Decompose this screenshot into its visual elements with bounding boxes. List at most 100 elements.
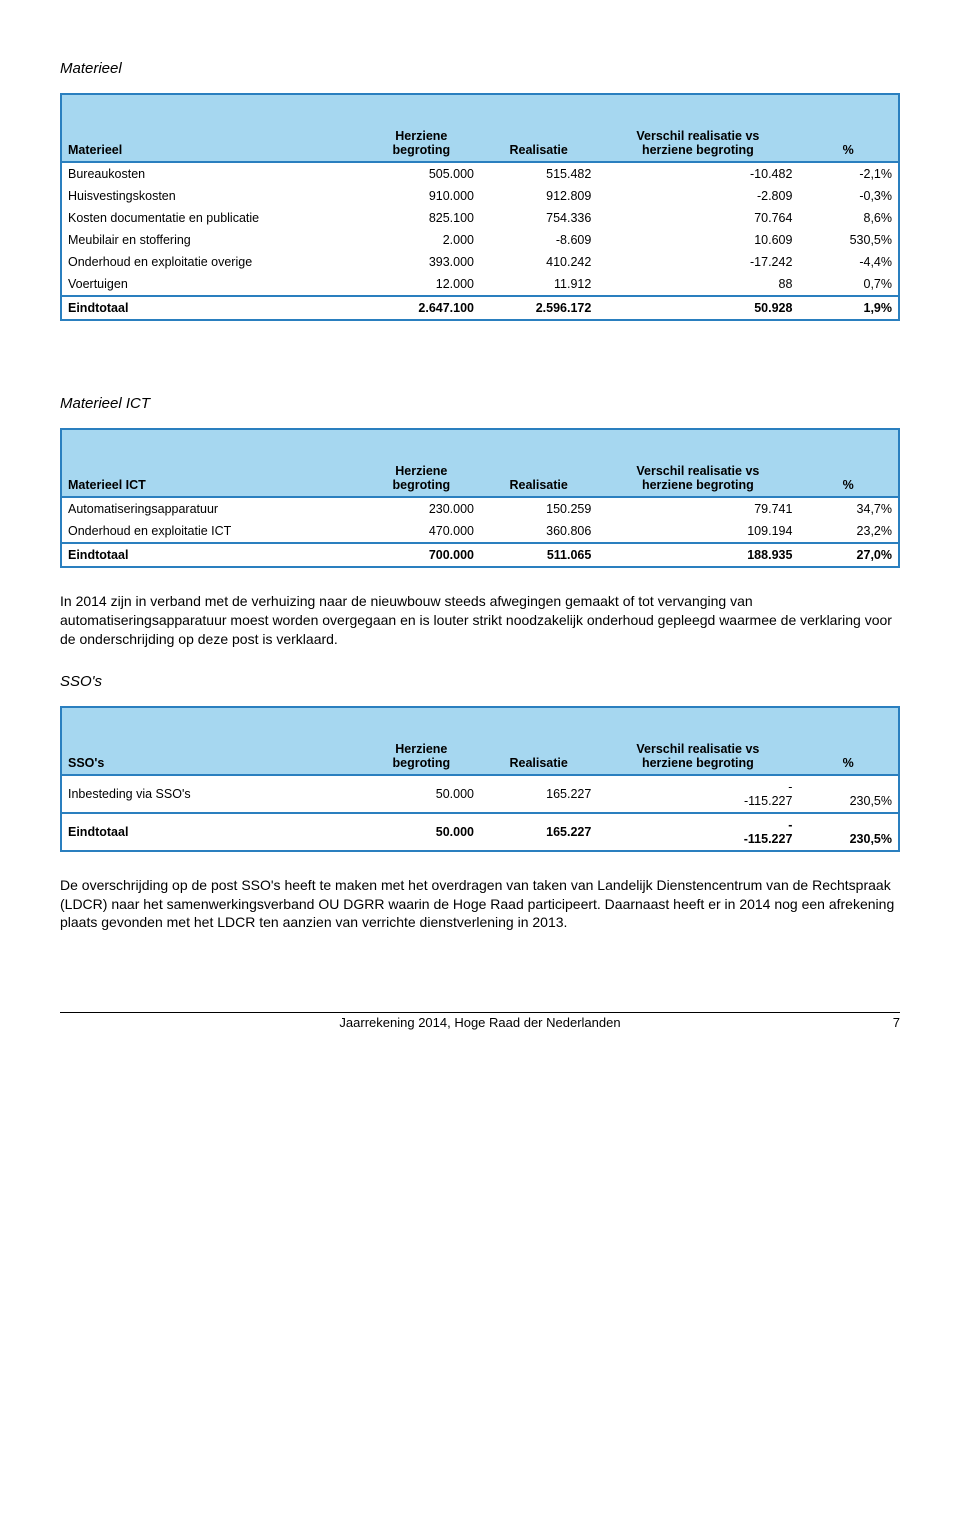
cell-label: Bureaukosten — [61, 162, 363, 185]
cell-diff: 70.764 — [597, 207, 798, 229]
col-realisatie: Realisatie — [480, 707, 597, 775]
section-title-materieel: Materieel — [60, 60, 900, 77]
col-diff-l2: herziene begroting — [642, 478, 754, 492]
paragraph-sso: De overschrijding op de post SSO's heeft… — [60, 876, 900, 933]
col-label: SSO's — [61, 707, 363, 775]
col-hb: Herziene begroting — [363, 707, 480, 775]
cell-pct: -4,4% — [798, 251, 899, 273]
cell-pct: 230,5% — [798, 775, 899, 813]
table-sso: SSO's Herziene begroting Realisatie Vers… — [60, 706, 900, 852]
cell-hb: 700.000 — [363, 543, 480, 567]
cell-re: 754.336 — [480, 207, 597, 229]
cell-re: 11.912 — [480, 273, 597, 296]
cell-label: Meubilair en stoffering — [61, 229, 363, 251]
page-number: 7 — [893, 1015, 900, 1030]
diff-value: -115.227 — [744, 794, 792, 808]
cell-diff: - -115.227 — [597, 813, 798, 851]
cell-hb: 12.000 — [363, 273, 480, 296]
cell-pct: 27,0% — [798, 543, 899, 567]
cell-label: Kosten documentatie en publicatie — [61, 207, 363, 229]
col-pct: % — [798, 94, 899, 162]
page-footer: Jaarrekening 2014, Hoge Raad der Nederla… — [60, 1012, 900, 1030]
table-row: Bureaukosten 505.000 515.482 -10.482 -2,… — [61, 162, 899, 185]
col-diff: Verschil realisatie vs herziene begrotin… — [597, 429, 798, 497]
footer-text: Jaarrekening 2014, Hoge Raad der Nederla… — [339, 1015, 620, 1030]
table-row-total: Eindtotaal 50.000 165.227 - -115.227 230… — [61, 813, 899, 851]
cell-pct: 230,5% — [798, 813, 899, 851]
col-realisatie: Realisatie — [480, 429, 597, 497]
cell-pct: 530,5% — [798, 229, 899, 251]
cell-pct: 23,2% — [798, 520, 899, 543]
cell-label: Eindtotaal — [61, 296, 363, 320]
col-hb-l2: begroting — [393, 143, 451, 157]
cell-diff: - -115.227 — [597, 775, 798, 813]
cell-hb: 505.000 — [363, 162, 480, 185]
cell-diff: 50.928 — [597, 296, 798, 320]
cell-diff: 188.935 — [597, 543, 798, 567]
col-hb-l2: begroting — [393, 756, 451, 770]
cell-pct: 34,7% — [798, 497, 899, 520]
col-diff-l1: Verschil realisatie vs — [636, 464, 759, 478]
cell-re: 515.482 — [480, 162, 597, 185]
cell-re: 912.809 — [480, 185, 597, 207]
cell-re: 165.227 — [480, 813, 597, 851]
cell-hb: 470.000 — [363, 520, 480, 543]
table-row: Inbesteding via SSO's 50.000 165.227 - -… — [61, 775, 899, 813]
cell-diff: -17.242 — [597, 251, 798, 273]
col-hb-l1: Herziene — [395, 129, 447, 143]
cell-pct: 0,7% — [798, 273, 899, 296]
table-row: Meubilair en stoffering 2.000 -8.609 10.… — [61, 229, 899, 251]
col-hb: Herziene begroting — [363, 94, 480, 162]
diff-value: -115.227 — [744, 832, 793, 846]
cell-pct: -2,1% — [798, 162, 899, 185]
cell-label: Onderhoud en exploitatie ICT — [61, 520, 363, 543]
col-pct: % — [798, 707, 899, 775]
col-diff-l2: herziene begroting — [642, 143, 754, 157]
cell-pct: -0,3% — [798, 185, 899, 207]
table-row: Voertuigen 12.000 11.912 88 0,7% — [61, 273, 899, 296]
cell-hb: 393.000 — [363, 251, 480, 273]
cell-pct: 8,6% — [798, 207, 899, 229]
cell-label: Eindtotaal — [61, 543, 363, 567]
cell-re: 410.242 — [480, 251, 597, 273]
cell-label: Huisvestingskosten — [61, 185, 363, 207]
col-diff: Verschil realisatie vs herziene begrotin… — [597, 94, 798, 162]
col-label: Materieel ICT — [61, 429, 363, 497]
cell-diff: 79.741 — [597, 497, 798, 520]
paragraph-materieel-ict: In 2014 zijn in verband met de verhuizin… — [60, 592, 900, 649]
diff-prefix: - — [788, 780, 792, 794]
col-diff-l1: Verschil realisatie vs — [636, 129, 759, 143]
col-diff-l2: herziene begroting — [642, 756, 754, 770]
table-header-row: Materieel ICT Herziene begroting Realisa… — [61, 429, 899, 497]
table-materieel: Materieel Herziene begroting Realisatie … — [60, 93, 900, 321]
table-row: Kosten documentatie en publicatie 825.10… — [61, 207, 899, 229]
col-hb-l1: Herziene — [395, 742, 447, 756]
cell-hb: 2.000 — [363, 229, 480, 251]
cell-diff: -10.482 — [597, 162, 798, 185]
cell-hb: 2.647.100 — [363, 296, 480, 320]
table-row: Onderhoud en exploitatie overige 393.000… — [61, 251, 899, 273]
cell-diff: 88 — [597, 273, 798, 296]
cell-re: 511.065 — [480, 543, 597, 567]
cell-hb: 910.000 — [363, 185, 480, 207]
col-diff: Verschil realisatie vs herziene begrotin… — [597, 707, 798, 775]
table-row: Automatiseringsapparatuur 230.000 150.25… — [61, 497, 899, 520]
cell-re: 165.227 — [480, 775, 597, 813]
cell-re: 2.596.172 — [480, 296, 597, 320]
table-header-row: Materieel Herziene begroting Realisatie … — [61, 94, 899, 162]
col-realisatie: Realisatie — [480, 94, 597, 162]
cell-label: Automatiseringsapparatuur — [61, 497, 363, 520]
diff-prefix: - — [788, 818, 792, 832]
cell-hb: 50.000 — [363, 813, 480, 851]
cell-hb: 825.100 — [363, 207, 480, 229]
section-title-materieel-ict: Materieel ICT — [60, 395, 900, 412]
cell-re: 360.806 — [480, 520, 597, 543]
cell-diff: 109.194 — [597, 520, 798, 543]
table-row: Onderhoud en exploitatie ICT 470.000 360… — [61, 520, 899, 543]
section-title-sso: SSO's — [60, 673, 900, 690]
cell-diff: -2.809 — [597, 185, 798, 207]
col-diff-l1: Verschil realisatie vs — [636, 742, 759, 756]
col-hb-l2: begroting — [393, 478, 451, 492]
table-row-total: Eindtotaal 700.000 511.065 188.935 27,0% — [61, 543, 899, 567]
cell-label: Onderhoud en exploitatie overige — [61, 251, 363, 273]
